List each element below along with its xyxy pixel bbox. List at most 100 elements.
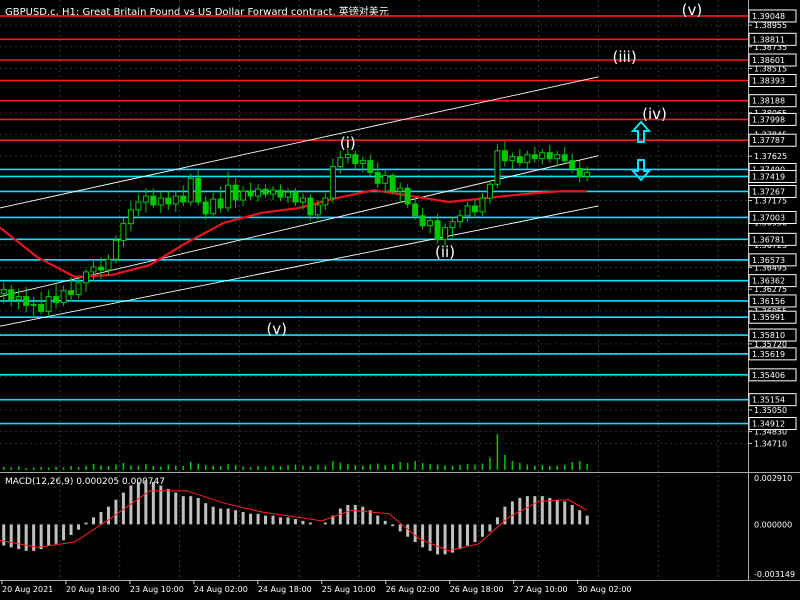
candle	[31, 297, 36, 319]
candle	[323, 193, 328, 210]
candle	[188, 173, 193, 206]
candle	[226, 171, 231, 211]
candle-body	[405, 188, 410, 204]
candle-body	[233, 185, 238, 200]
candle-body	[428, 221, 433, 226]
candle	[517, 149, 522, 167]
candle	[330, 159, 335, 203]
candle	[218, 186, 223, 213]
candle-body	[472, 206, 477, 212]
support-level-label: 1.37267	[752, 187, 785, 196]
time-tick-label: 26 Aug 02:00	[386, 585, 440, 594]
time-tick-label: 25 Aug 10:00	[322, 585, 376, 594]
wave-label: (ii)	[435, 243, 455, 261]
candle	[375, 163, 380, 189]
candle-body	[136, 202, 141, 210]
candle	[472, 200, 477, 218]
moving-average	[0, 190, 587, 277]
candle	[128, 201, 133, 232]
candle	[54, 284, 59, 309]
candle	[173, 190, 178, 212]
candle-body	[46, 297, 51, 312]
candle	[278, 184, 283, 201]
candle-body	[502, 151, 507, 161]
candle-body	[84, 272, 89, 283]
support-level-label: 1.35154	[752, 396, 785, 405]
candle	[203, 196, 208, 220]
candle	[353, 151, 358, 169]
candle	[480, 193, 485, 216]
candle	[495, 144, 500, 188]
candle-body	[76, 283, 81, 295]
grid	[0, 0, 800, 581]
time-tick-label: 20 Aug 18:00	[66, 585, 120, 594]
candle-body	[293, 192, 298, 202]
candle-body	[24, 297, 29, 306]
candle-body	[248, 191, 253, 196]
resistance-level-label: 1.37998	[752, 115, 785, 124]
candle-body	[166, 198, 171, 204]
volume-bars	[4, 434, 587, 470]
candle-body	[487, 184, 492, 198]
candle-body	[465, 206, 470, 216]
candle-body	[151, 196, 156, 205]
candle-body	[69, 291, 74, 295]
candle-body	[353, 155, 358, 164]
candle	[181, 185, 186, 206]
support-level-label: 1.35406	[752, 371, 785, 380]
candle-body	[450, 222, 455, 228]
candle-body	[143, 196, 148, 202]
support-level-label: 1.36362	[752, 277, 785, 286]
candle-body	[16, 297, 21, 300]
candle-body	[91, 267, 96, 272]
candle-body	[271, 190, 276, 194]
candle	[502, 141, 507, 167]
candle-body	[390, 175, 395, 191]
candle	[241, 186, 246, 206]
resistance-level-label: 1.38188	[752, 97, 785, 106]
candle	[390, 173, 395, 194]
wave-label: (v)	[682, 1, 703, 19]
candle	[458, 210, 463, 228]
candle	[428, 218, 433, 234]
time-tick-label: 23 Aug 10:00	[130, 585, 184, 594]
candle-body	[61, 291, 66, 303]
candle-body	[480, 198, 485, 212]
resistance-level-label: 1.39048	[752, 12, 785, 21]
moving-average-line	[0, 190, 587, 277]
time-tick-label: 20 Aug 2021	[2, 585, 53, 594]
candle	[166, 191, 171, 210]
time-tick-label: 24 Aug 02:00	[194, 585, 248, 594]
price-tick-label: 1.37625	[754, 152, 787, 161]
candle-body	[1, 290, 6, 294]
candle	[525, 151, 530, 169]
candle-body	[308, 198, 313, 215]
candle	[510, 153, 515, 171]
candle-body	[31, 304, 36, 305]
candle	[398, 182, 403, 203]
candle-body	[9, 290, 14, 300]
candle	[136, 194, 141, 218]
candle-body	[570, 161, 575, 169]
candle	[368, 155, 373, 177]
candle-body	[113, 240, 118, 259]
candle-body	[585, 172, 590, 176]
candle	[248, 182, 253, 200]
candle	[555, 151, 560, 167]
candle-body	[121, 224, 126, 241]
support-level-label: 1.34912	[752, 420, 785, 429]
candle	[263, 184, 268, 198]
wave-label: (i)	[340, 134, 356, 152]
candle-body	[226, 185, 231, 208]
candle-body	[547, 153, 552, 159]
up-arrow-icon	[633, 122, 649, 142]
candles	[1, 141, 589, 318]
candle-body	[278, 190, 283, 197]
price-tick-label: 1.34710	[754, 439, 787, 448]
support-level-label: 1.36156	[752, 297, 785, 306]
wave-label: (iii)	[612, 48, 636, 66]
candle	[84, 269, 89, 292]
horizontal-levels	[0, 16, 748, 424]
candle-body	[188, 178, 193, 202]
